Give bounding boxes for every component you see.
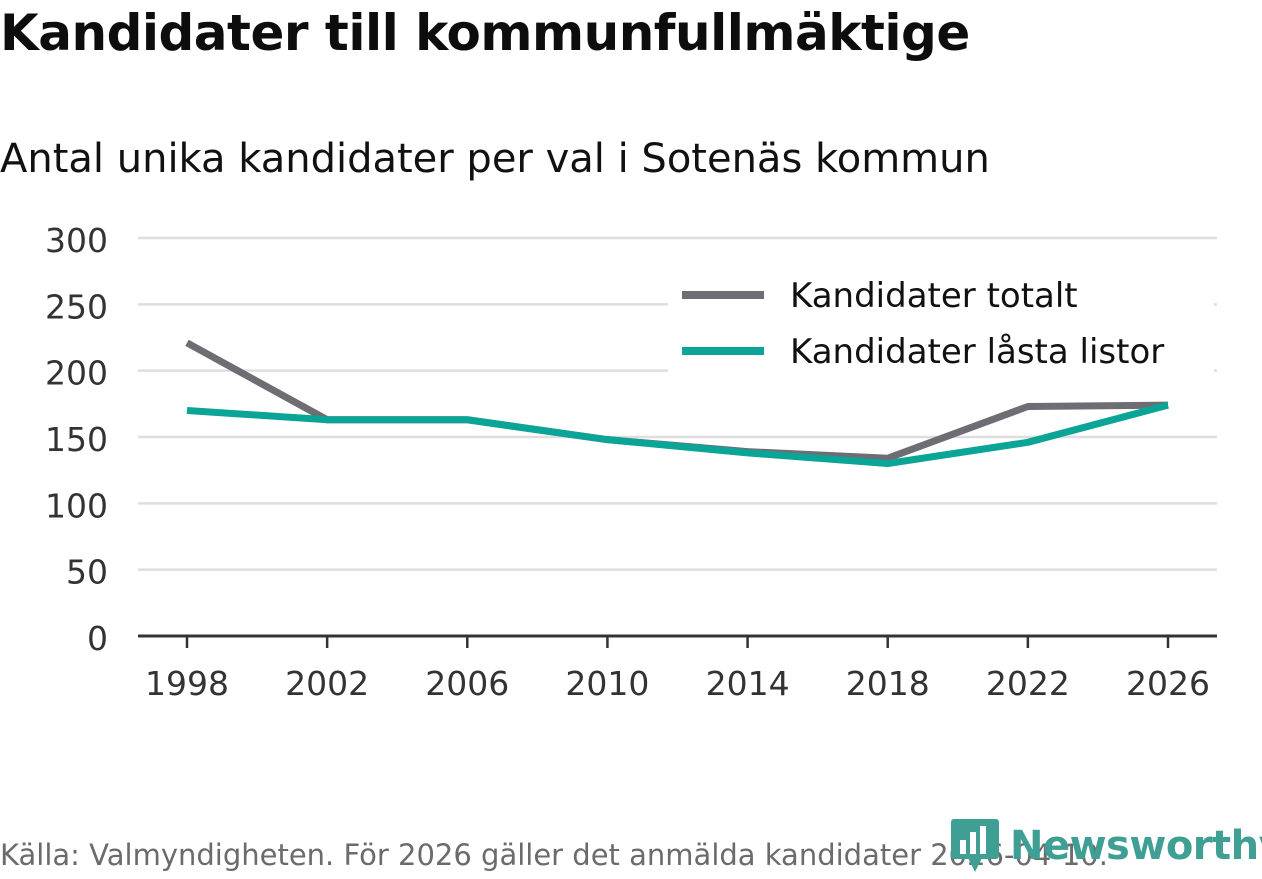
x-tick-label: 2026 [1126,664,1210,703]
x-tick-label: 2022 [986,664,1070,703]
y-tick-label: 300 [45,221,108,260]
x-tick-label: 2002 [285,664,369,703]
series-line-2 [186,401,1169,468]
y-tick-label: 250 [45,287,108,326]
brand-name: Newsworthy [1010,823,1262,869]
legend: Kandidater totalt Kandidater låsta listor [668,270,1214,376]
y-tick-label: 100 [45,486,108,525]
legend-background [668,270,1214,376]
x-tick-label: 1998 [145,664,229,703]
x-tick-label: 2018 [846,664,930,703]
legend-label: Kandidater låsta listor [790,332,1164,372]
y-tick-label: 0 [87,619,108,658]
chart-subtitle: Antal unika kandidater per val i Sotenäs… [0,136,990,182]
x-tick-label: 2006 [425,664,509,703]
newsworthy-logo-icon [951,819,999,872]
y-axis-ticks: 0 50 100 150 200 250 300 [45,221,108,658]
y-tick-label: 50 [66,553,108,592]
chart-title: Kandidater till kommunfullmäktige [0,4,970,62]
y-tick-label: 200 [45,354,108,393]
source-note: Källa: Valmyndigheten. För 2026 gäller d… [0,838,1108,872]
x-tick-label: 2010 [565,664,649,703]
x-axis-ticks: 1998 2002 2006 2010 2014 2018 2022 2026 [145,636,1210,703]
x-tick-label: 2014 [706,664,790,703]
series-lines [185,339,1169,468]
y-tick-label: 150 [45,420,108,459]
legend-label: Kandidater totalt [790,276,1078,316]
brand-logo[interactable]: Newsworthy [950,818,1262,874]
